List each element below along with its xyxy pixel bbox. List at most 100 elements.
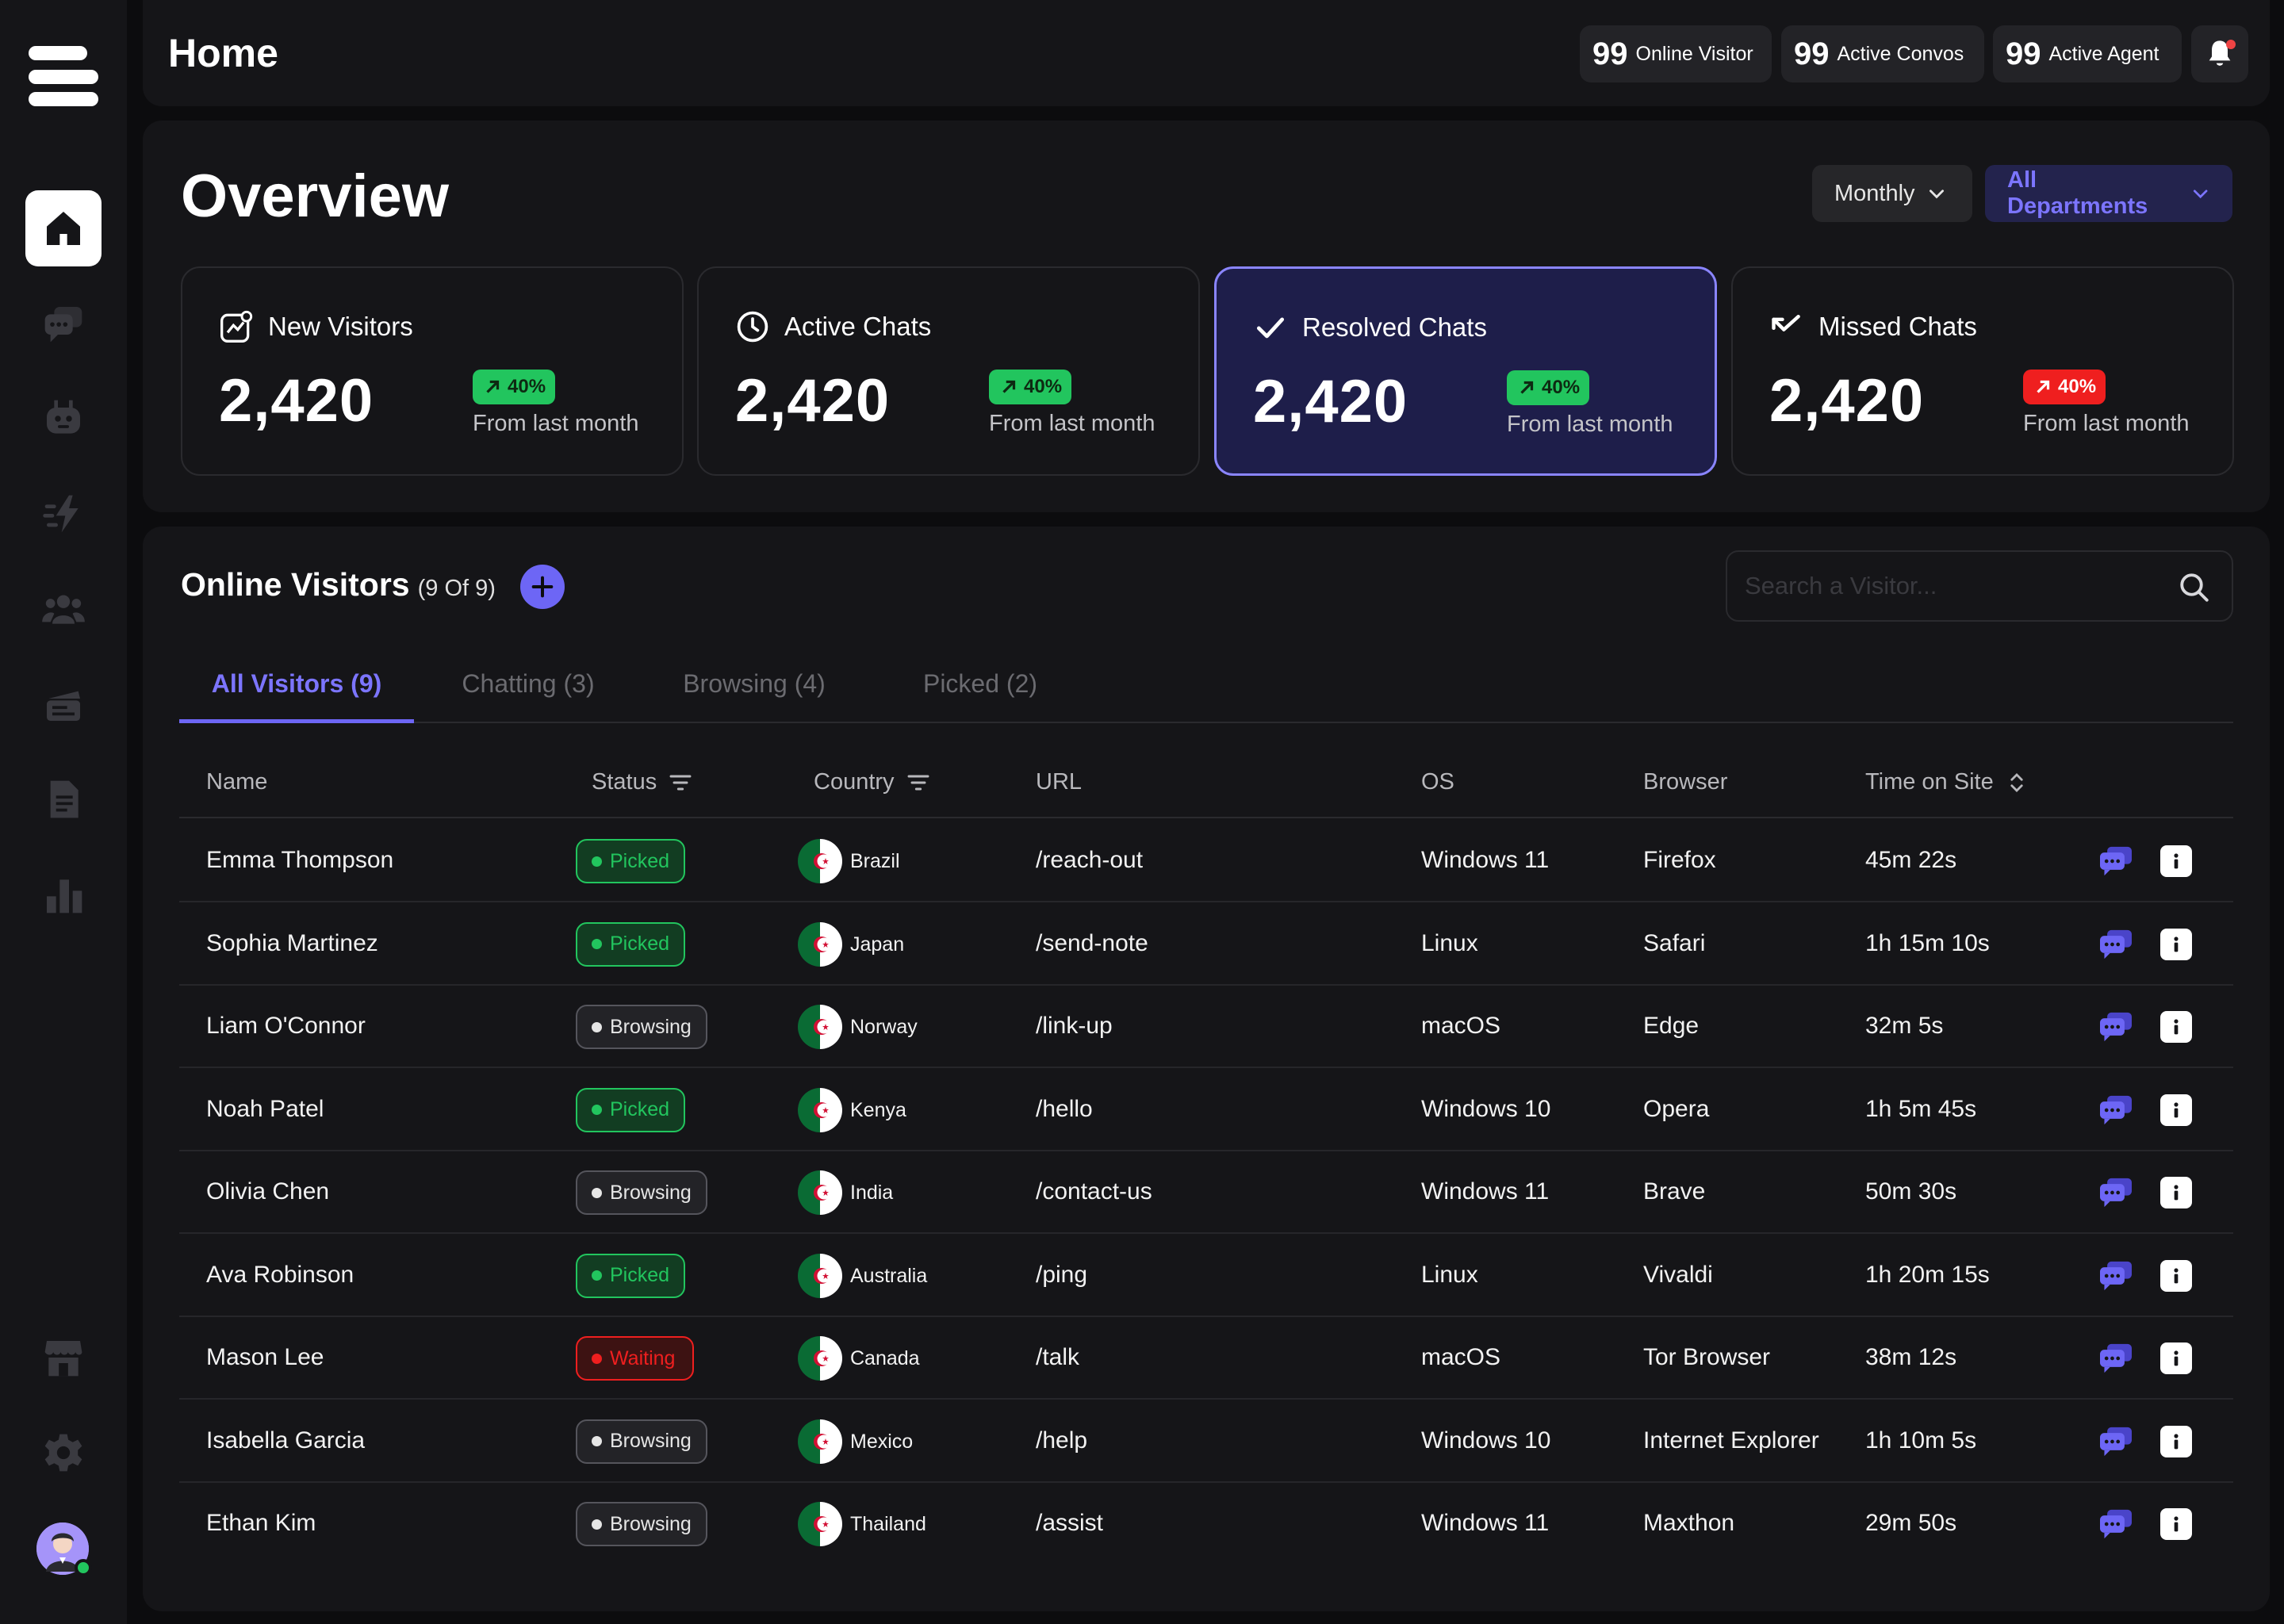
bell-icon [2209, 40, 2231, 66]
tab-browsing[interactable]: Browsing (4) [683, 669, 826, 698]
visitor-info-button[interactable] [2160, 1094, 2192, 1126]
start-chat-icon[interactable] [2098, 1426, 2133, 1457]
stat-card-missed-chats[interactable]: Missed Chats 2,420 40% From last month [1731, 266, 2234, 476]
visitor-info-button[interactable] [2160, 1425, 2192, 1457]
table-row[interactable]: Ava Robinson Picked Australia /ping Linu… [179, 1235, 2233, 1317]
bot-icon [47, 400, 80, 434]
sidebar-item-documents[interactable] [25, 761, 102, 837]
stat-active-convos[interactable]: 99 Active Convos [1781, 25, 1984, 82]
visitor-url[interactable]: /hello [1036, 1095, 1093, 1122]
clock-icon [737, 311, 768, 343]
visitor-info-button[interactable] [2160, 1259, 2192, 1292]
sidebar-item-analytics[interactable] [25, 856, 102, 933]
table-row[interactable]: Ethan Kim Browsing Thailand /assist Wind… [179, 1483, 2233, 1565]
column-label: Status [592, 769, 657, 795]
notifications-button[interactable] [2191, 25, 2248, 82]
card-title: Missed Chats [1818, 312, 1977, 341]
tab-chatting[interactable]: Chatting (3) [462, 669, 595, 698]
column-os[interactable]: OS [1421, 769, 1454, 795]
country-flag-icon [798, 1253, 842, 1298]
visitor-search-input[interactable] [1745, 566, 2157, 606]
stat-card-resolved-chats[interactable]: Resolved Chats 2,420 40% From last month [1214, 266, 1717, 476]
sidebar-item-store[interactable] [25, 1320, 102, 1396]
tab-all-visitors[interactable]: All Visitors (9) [179, 661, 414, 723]
filter-icon[interactable] [668, 770, 693, 795]
avatar[interactable] [36, 1522, 92, 1576]
visitor-info-button[interactable] [2160, 845, 2192, 877]
filter-icon[interactable] [906, 770, 931, 795]
department-dropdown[interactable]: All Departments [1985, 165, 2232, 222]
app-logo[interactable] [29, 46, 98, 106]
sidebar-item-tickets[interactable] [25, 666, 102, 742]
column-status[interactable]: Status [592, 769, 693, 795]
search-icon[interactable] [2178, 571, 2211, 604]
stat-card-active-chats[interactable]: Active Chats 2,420 40% From last month [697, 266, 1200, 476]
start-chat-icon[interactable] [2098, 1094, 2133, 1126]
start-chat-icon[interactable] [2098, 1260, 2133, 1292]
visitor-url[interactable]: /talk [1036, 1344, 1080, 1370]
stat-label: Active Agent [2048, 42, 2159, 65]
start-chat-icon[interactable] [2098, 845, 2133, 877]
visitor-info-button[interactable] [2160, 1011, 2192, 1043]
table-row[interactable]: Olivia Chen Browsing India /contact-us W… [179, 1151, 2233, 1234]
visitor-name: Ethan Kim [206, 1510, 316, 1536]
sidebar-item-settings[interactable] [25, 1415, 102, 1491]
visitor-info-button[interactable] [2160, 1508, 2192, 1540]
document-icon [50, 780, 79, 818]
overview-panel: Overview Monthly All Departments New Vis… [143, 121, 2270, 587]
visitor-url[interactable]: /link-up [1036, 1013, 1113, 1039]
chevron-down-icon [2193, 190, 2208, 199]
visitor-browser: Edge [1643, 1013, 1700, 1039]
visitor-info-button[interactable] [2160, 1342, 2192, 1374]
column-name[interactable]: Name [206, 769, 267, 795]
table-row[interactable]: Mason Lee Waiting Canada /talk macOS Tor… [179, 1317, 2233, 1400]
status-label: Picked [610, 1098, 670, 1120]
column-browser[interactable]: Browser [1643, 769, 1727, 795]
column-country[interactable]: Country [814, 769, 931, 795]
visitor-time-on-site: 32m 5s [1865, 1013, 1944, 1039]
country-flag-icon [798, 921, 842, 967]
sort-icon[interactable] [2005, 771, 2029, 795]
add-visitor-button[interactable] [520, 565, 565, 609]
visitor-info-button[interactable] [2160, 928, 2192, 960]
flag-icon [798, 1253, 842, 1298]
start-chat-icon[interactable] [2098, 929, 2133, 960]
start-chat-icon[interactable] [2098, 1508, 2133, 1540]
stat-active-agent[interactable]: 99 Active Agent [1993, 25, 2182, 82]
table-row[interactable]: Sophia Martinez Picked Japan /send-note … [179, 903, 2233, 986]
sidebar-item-chats[interactable] [25, 285, 102, 362]
table-row[interactable]: Isabella Garcia Browsing Mexico /help Wi… [179, 1400, 2233, 1483]
table-row[interactable]: Emma Thompson Picked Brazil /reach-out W… [179, 820, 2233, 902]
column-url[interactable]: URL [1036, 769, 1082, 795]
country-flag-icon [798, 1419, 842, 1464]
visitor-url[interactable]: /reach-out [1036, 847, 1144, 873]
visitor-url[interactable]: /contact-us [1036, 1178, 1152, 1205]
period-dropdown[interactable]: Monthly [1812, 165, 1972, 222]
status-dot [592, 1187, 602, 1198]
sidebar-item-automations[interactable] [25, 476, 102, 552]
visitor-url[interactable]: /send-note [1036, 929, 1148, 956]
stat-online-visitors[interactable]: 99 Online Visitor [1580, 25, 1772, 82]
start-chat-icon[interactable] [2098, 1011, 2133, 1043]
start-chat-icon[interactable] [2098, 1342, 2133, 1374]
visitor-country: Mexico [850, 1430, 914, 1453]
sidebar-item-home[interactable] [25, 190, 102, 266]
tab-picked[interactable]: Picked (2) [922, 669, 1038, 698]
visitor-url[interactable]: /assist [1036, 1510, 1104, 1536]
sidebar-item-team[interactable] [25, 571, 102, 647]
arrow-up-right-icon [486, 380, 500, 393]
start-chat-icon[interactable] [2098, 1177, 2133, 1208]
table-row[interactable]: Liam O'Connor Browsing Norway /link-up m… [179, 986, 2233, 1068]
table-row[interactable]: Noah Patel Picked Kenya /hello Windows 1… [179, 1069, 2233, 1151]
visitor-url[interactable]: /help [1036, 1427, 1088, 1454]
visitor-country: Australia [850, 1264, 928, 1287]
status-badge: Browsing [576, 1005, 707, 1049]
arrow-up-right-icon [1520, 381, 1534, 394]
department-dropdown-label: All Departments [2007, 167, 2148, 219]
visitor-url[interactable]: /ping [1036, 1261, 1088, 1288]
visitor-info-button[interactable] [2160, 1177, 2192, 1208]
visitor-time-on-site: 50m 30s [1865, 1178, 1957, 1205]
stat-card-new-visitors[interactable]: New Visitors 2,420 40% From last month [181, 266, 684, 476]
sidebar-item-bots[interactable] [25, 381, 102, 457]
column-time-on-site[interactable]: Time on Site [1865, 769, 2029, 795]
